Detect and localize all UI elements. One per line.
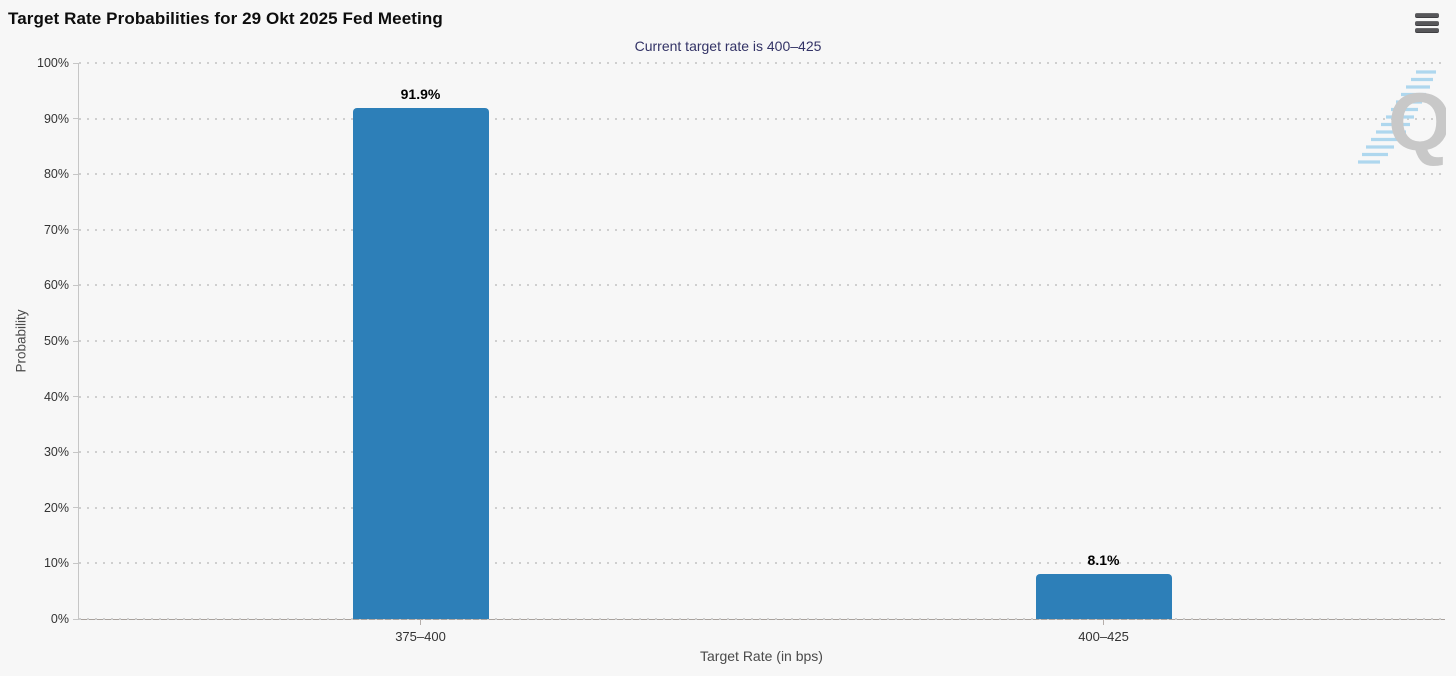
gridline <box>79 284 1445 287</box>
hamburger-icon <box>1415 20 1439 26</box>
y-axis-tick <box>73 451 79 453</box>
x-axis-tick <box>420 619 421 625</box>
hamburger-icon <box>1415 28 1439 33</box>
y-axis-tick <box>73 284 79 286</box>
y-axis-tick-label: 50% <box>43 334 69 348</box>
y-axis-tick-label: 20% <box>43 500 69 515</box>
gridline <box>79 618 1445 620</box>
y-axis-title: Probability <box>13 309 29 373</box>
x-axis-tick <box>1103 619 1104 625</box>
y-axis-tick <box>73 618 79 620</box>
hamburger-icon <box>1415 13 1439 18</box>
x-axis-category-label: 375–400 <box>395 629 446 644</box>
gridline <box>79 62 1445 64</box>
gridline <box>79 562 1445 565</box>
y-axis-tick-label: 40% <box>43 389 69 404</box>
gridline <box>79 451 1445 454</box>
y-axis-tick-label: 10% <box>43 556 69 571</box>
y-axis-tick <box>73 562 79 564</box>
y-axis-tick-label: 80% <box>43 167 69 182</box>
chart-subtitle: Current target rate is 400–425 <box>634 38 822 54</box>
bar-400–425[interactable] <box>1035 573 1172 619</box>
gridline <box>79 340 1445 342</box>
y-axis-tick-label: 90% <box>43 111 69 126</box>
bar-375–400[interactable] <box>352 108 489 619</box>
bar-value-label: 91.9% <box>400 86 441 103</box>
y-axis-tick-label: 60% <box>43 278 69 293</box>
y-axis-tick-label: 100% <box>37 56 69 70</box>
plot-area: 0% 10% 20% 30% 40% 50% 60% 70% 80% 90% 100% 91.9% 37… <box>37 56 1445 644</box>
chart-title: Target Rate Probabilities for 29 Okt 202… <box>8 9 443 28</box>
y-axis-tick <box>73 340 79 342</box>
y-axis-tick <box>73 118 79 120</box>
y-axis-tick-label: 70% <box>43 222 69 237</box>
y-axis-tick-label: 30% <box>43 445 69 460</box>
x-axis-category-label: 400–425 <box>1078 629 1129 644</box>
x-axis-title: Target Rate (in bps) <box>700 648 823 664</box>
gridline <box>79 117 1445 120</box>
y-axis-tick <box>73 507 79 509</box>
gridline <box>79 173 1445 176</box>
hamburger-menu-button[interactable] <box>1415 12 1440 34</box>
y-axis-tick <box>73 62 79 64</box>
y-axis-tick <box>73 229 79 231</box>
y-axis-tick-label: 0% <box>50 612 69 626</box>
gridline <box>79 395 1445 398</box>
y-axis-tick <box>73 173 79 175</box>
gridline <box>79 228 1445 231</box>
y-axis-tick <box>73 396 79 398</box>
gridline <box>79 506 1445 509</box>
bar-value-label: 8.1% <box>1087 551 1120 568</box>
